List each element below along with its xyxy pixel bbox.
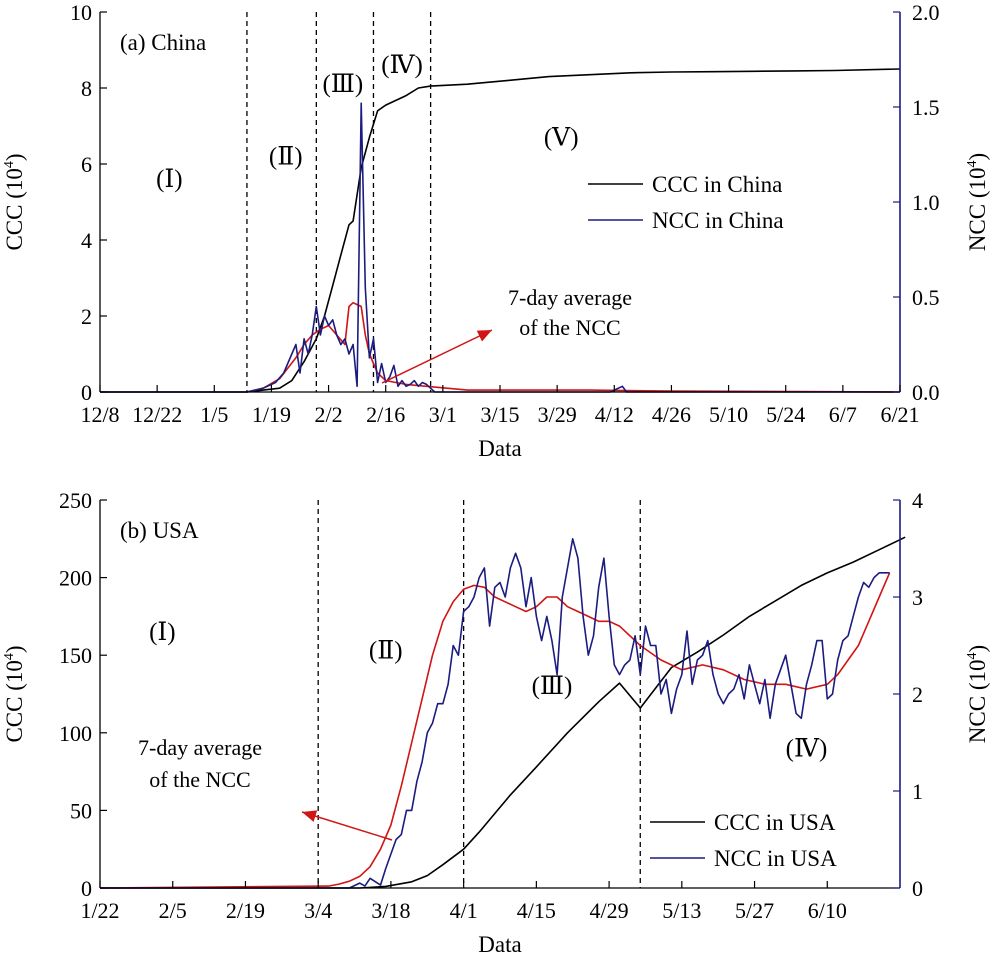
x-tick-label: 3/4 [304,898,332,923]
x-tick-label: 6/10 [808,898,847,923]
annotation-line-2: of the NCC [519,315,620,340]
annotation-arrow-head [476,330,492,342]
right-y-tick-label: 0.0 [912,380,940,405]
x-tick-label: 6/7 [829,402,857,427]
phase-label: (Ⅴ) [544,124,579,151]
right-y-tick-label: 2 [912,682,923,707]
legend-ncc-label: NCC in China [652,208,784,233]
left-y-tick-label: 4 [81,228,92,253]
left-y-tick-label: 0 [81,876,92,901]
left-y-axis-title-close: ) [2,645,27,653]
chart-panel-china: 0 2 4 6 8 10 0.0 0.5 1.0 1.5 2.0 12/8 12/22 1/5 1/19 2/… [2,0,990,461]
x-tick-label: 5/10 [709,402,748,427]
legend-ccc-label: CCC in China [652,172,782,197]
annotation-line-2: of the NCC [149,767,250,792]
right-y-tick-label: 2.0 [912,0,940,25]
annotation-line-1: 7-day average [138,735,262,760]
ncc-line [100,537,890,889]
panel-label: (b) USA [120,518,199,543]
x-tick-label: 5/24 [766,402,805,427]
left-y-axis-title-text: CCC (10 [2,168,27,250]
left-y-tick-label: 6 [81,152,92,177]
left-y-axis-title-exponent: 4 [2,161,17,168]
x-tick-label: 1/5 [200,402,228,427]
x-tick-label: 4/1 [450,898,478,923]
panel-label: (a) China [120,30,206,55]
left-y-tick-label: 50 [70,798,92,823]
left-y-tick-label: 100 [59,721,92,746]
x-tick-label: 3/29 [538,402,577,427]
right-y-tick-label: 0 [912,876,923,901]
x-tick-label: 4/29 [590,898,629,923]
x-tick-label: 1/19 [252,402,291,427]
x-tick-label: 2/19 [226,898,265,923]
annotation-arrow-head [302,810,318,822]
right-y-tick-label: 1.0 [912,190,940,215]
right-y-axis-title-exponent: 4 [965,652,980,659]
left-y-tick-label: 250 [59,488,92,513]
right-y-axis-title: NCC (104) [965,645,990,743]
ccc-line [100,68,901,393]
right-y-tick-label: 1.5 [912,95,940,120]
x-tick-label: 2/5 [159,898,187,923]
phase-label: (Ⅱ) [269,143,303,170]
x-tick-label: 6/21 [880,402,919,427]
left-y-tick-label: 0 [81,380,92,405]
x-tick-label: 12/8 [80,402,119,427]
right-y-axis-title-exponent: 4 [965,160,980,167]
legend-ncc-label: NCC in USA [714,846,837,871]
x-tick-label: 3/15 [480,402,519,427]
right-y-tick-label: 1 [912,779,923,804]
legend-ccc-label: CCC in USA [714,810,836,835]
x-tick-label: 5/13 [662,898,701,923]
chart-panel-usa: 0 50 100 150 200 250 0 1 2 3 4 1/22 2/5 2/19 3/4 3/18 4/… [2,488,990,957]
phase-label: (Ⅱ) [369,638,403,665]
phase-label: (Ⅳ) [381,52,423,79]
right-y-axis-title-text: NCC (10 [965,167,990,251]
left-y-axis-title-close: ) [2,153,27,161]
phase-label: (Ⅲ) [532,673,573,700]
x-tick-label: 3/1 [429,402,457,427]
x-tick-label: 2/2 [315,402,343,427]
ccc-line [100,536,906,889]
phase-label: (Ⅲ) [322,71,363,98]
annotation-line-1: 7-day average [508,285,632,310]
left-y-tick-label: 10 [70,0,92,25]
x-axis-title: Data [478,436,521,461]
ncc-7day-average-line [99,572,891,889]
right-y-axis-title-close: ) [965,645,990,653]
left-y-axis-title-text: CCC (10 [2,660,27,742]
x-tick-label: 2/16 [366,402,405,427]
x-tick-label: 1/22 [80,898,119,923]
annotation-arrow-shaft [301,811,393,841]
left-y-axis-title: CCC (104) [2,153,27,250]
phase-label: (Ⅳ) [786,735,828,762]
right-y-tick-label: 4 [912,488,923,513]
left-y-axis-title: CCC (104) [2,645,27,742]
right-y-axis-title-text: NCC (10 [965,659,990,743]
x-tick-label: 4/12 [595,402,634,427]
left-y-axis-title-exponent: 4 [2,653,17,660]
right-y-axis-title: NCC (104) [965,153,990,251]
annotation-arrow-shaft [381,329,493,384]
right-y-axis-title-close: ) [965,153,990,161]
phase-label: (Ⅰ) [149,619,176,646]
x-tick-label: 3/18 [371,898,410,923]
left-y-tick-label: 2 [81,304,92,329]
left-y-tick-label: 150 [59,643,92,668]
ncc-line [100,102,900,393]
right-y-tick-label: 3 [912,585,923,610]
x-tick-label: 12/22 [132,402,182,427]
left-y-tick-label: 200 [59,566,92,591]
right-y-tick-label: 0.5 [912,285,940,310]
phase-label: (Ⅰ) [156,166,183,193]
x-tick-label: 5/27 [735,898,774,923]
x-tick-label: 4/26 [652,402,691,427]
x-axis-title: Data [478,932,521,957]
left-y-tick-label: 8 [81,76,92,101]
x-tick-label: 4/15 [517,898,556,923]
